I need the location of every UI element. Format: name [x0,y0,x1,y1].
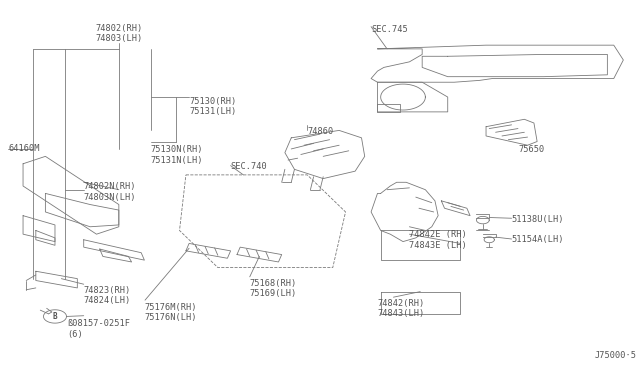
Text: 74802N(RH)
74803N(LH): 74802N(RH) 74803N(LH) [84,182,136,202]
Text: 75130N(RH)
75131N(LH): 75130N(RH) 75131N(LH) [151,145,204,165]
Text: 74842(RH)
74843(LH): 74842(RH) 74843(LH) [378,299,425,318]
Text: SEC.745: SEC.745 [371,25,408,34]
Text: 51154A(LH): 51154A(LH) [511,235,564,244]
Text: 75650: 75650 [518,145,544,154]
Text: B: B [52,312,58,321]
Text: 74823(RH)
74824(LH): 74823(RH) 74824(LH) [84,286,131,305]
Text: SEC.740: SEC.740 [230,162,268,171]
Text: ß08157-0251F
(6): ß08157-0251F (6) [68,320,131,339]
Text: 74860: 74860 [307,127,333,136]
Text: 74842E (RH)
74843E (LH): 74842E (RH) 74843E (LH) [410,231,467,250]
Text: 74802(RH)
74803(LH): 74802(RH) 74803(LH) [95,24,143,43]
Text: 64160M: 64160M [8,144,40,153]
Text: J75000·5: J75000·5 [594,351,636,360]
Text: 75168(RH)
75169(LH): 75168(RH) 75169(LH) [250,279,297,298]
Text: 75130(RH)
75131(LH): 75130(RH) 75131(LH) [189,97,236,116]
Text: 51138U(LH): 51138U(LH) [511,215,564,224]
Text: 75176M(RH)
75176N(LH): 75176M(RH) 75176N(LH) [145,303,197,322]
